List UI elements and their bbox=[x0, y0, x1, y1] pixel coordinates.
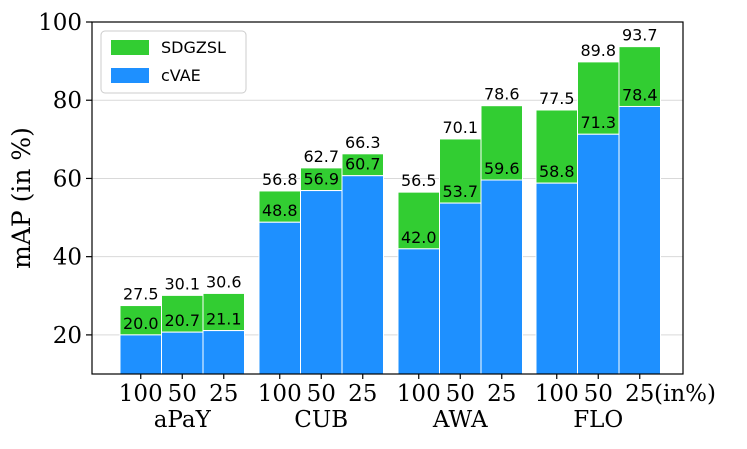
bar-cvae bbox=[535, 182, 578, 375]
x-group-label: CUB bbox=[294, 407, 348, 433]
legend-label-cvae: cVAE bbox=[161, 66, 201, 85]
plot-frame bbox=[91, 21, 684, 375]
x-tick-label: 25 bbox=[348, 381, 377, 407]
x-group-label: aPaY bbox=[154, 407, 212, 433]
bar-sdgzsl bbox=[577, 61, 620, 135]
bar-sdgzsl bbox=[202, 292, 245, 332]
y-tick-label: 20 bbox=[53, 323, 82, 349]
bar-cvae bbox=[161, 331, 204, 375]
data-label-cvae: 60.7 bbox=[345, 155, 381, 174]
x-group-label: AWA bbox=[432, 407, 488, 433]
data-label-sdgzsl: 70.1 bbox=[442, 118, 478, 137]
data-label-cvae: 21.1 bbox=[206, 310, 242, 329]
legend-swatch-sdgzsl bbox=[111, 40, 149, 55]
x-unit-label: (in%) bbox=[654, 381, 716, 407]
data-label-cvae: 71.3 bbox=[580, 113, 616, 132]
x-tick-label: 25 bbox=[487, 381, 516, 407]
x-tick-label: 100 bbox=[535, 381, 579, 407]
legend-swatch-cvae bbox=[111, 68, 149, 83]
x-tick-label: 50 bbox=[307, 381, 336, 407]
y-tick-label: 80 bbox=[53, 88, 82, 114]
bar-cvae bbox=[119, 334, 162, 375]
data-label-cvae: 56.9 bbox=[303, 170, 339, 189]
data-label-cvae: 20.7 bbox=[164, 311, 200, 330]
bar-cvae bbox=[341, 175, 384, 375]
data-label-sdgzsl: 56.8 bbox=[262, 170, 298, 189]
bar-cvae bbox=[397, 248, 440, 375]
bar-cvae bbox=[202, 330, 245, 375]
bar-sdgzsl bbox=[618, 46, 661, 107]
data-label-sdgzsl: 30.6 bbox=[206, 272, 242, 291]
x-tick-label: 100 bbox=[397, 381, 441, 407]
x-tick-label: 25 bbox=[209, 381, 238, 407]
bar-cvae bbox=[618, 105, 661, 375]
x-tick-label: 50 bbox=[446, 381, 475, 407]
bar-sdgzsl bbox=[439, 138, 482, 204]
bars bbox=[119, 46, 661, 375]
data-label-cvae: 20.0 bbox=[123, 314, 159, 333]
data-label-sdgzsl: 77.5 bbox=[539, 89, 575, 108]
data-label-sdgzsl: 30.1 bbox=[164, 274, 200, 293]
bar-sdgzsl bbox=[397, 191, 440, 250]
y-axis-label: mAP (in %) bbox=[7, 127, 36, 269]
x-tick-label: 25 bbox=[625, 381, 654, 407]
data-label-cvae: 58.8 bbox=[539, 162, 575, 181]
bar-cvae bbox=[577, 133, 620, 375]
bar-cvae bbox=[480, 179, 523, 375]
data-label-cvae: 78.4 bbox=[622, 85, 658, 104]
data-label-cvae: 48.8 bbox=[262, 201, 298, 220]
data-label-sdgzsl: 62.7 bbox=[303, 147, 339, 166]
data-label-cvae: 42.0 bbox=[401, 228, 437, 247]
data-labels: 27.5 20.0 30.1 20.7 30.6 21.1 56.8 48.8 62.7 56.9… bbox=[123, 26, 658, 333]
bar-cvae bbox=[258, 221, 301, 375]
legend-label-sdgzsl: SDGZSL bbox=[161, 38, 226, 57]
data-label-cvae: 53.7 bbox=[442, 182, 478, 201]
data-label-sdgzsl: 66.3 bbox=[345, 133, 381, 152]
data-label-sdgzsl: 78.6 bbox=[484, 85, 520, 104]
data-label-sdgzsl: 89.8 bbox=[580, 41, 616, 60]
y-tick-label: 40 bbox=[53, 245, 82, 271]
legend: SDGZSL cVAE bbox=[100, 30, 247, 94]
x-tick-label: 100 bbox=[119, 381, 163, 407]
x-tick-label: 50 bbox=[584, 381, 613, 407]
bar-sdgzsl bbox=[480, 105, 523, 181]
bar-cvae bbox=[300, 190, 343, 375]
data-label-sdgzsl: 27.5 bbox=[123, 285, 159, 304]
data-label-cvae: 59.6 bbox=[484, 159, 520, 178]
data-label-sdgzsl: 93.7 bbox=[622, 26, 658, 45]
y-tick-label: 60 bbox=[53, 166, 82, 192]
y-axis: 20 40 60 80 100 bbox=[38, 10, 92, 349]
x-tick-label: 100 bbox=[258, 381, 302, 407]
x-tick-label: 50 bbox=[168, 381, 197, 407]
data-label-sdgzsl: 56.5 bbox=[401, 171, 437, 190]
bar-cvae bbox=[439, 202, 482, 375]
x-group-label: FLO bbox=[573, 407, 623, 433]
y-tick-label: 100 bbox=[38, 10, 82, 36]
